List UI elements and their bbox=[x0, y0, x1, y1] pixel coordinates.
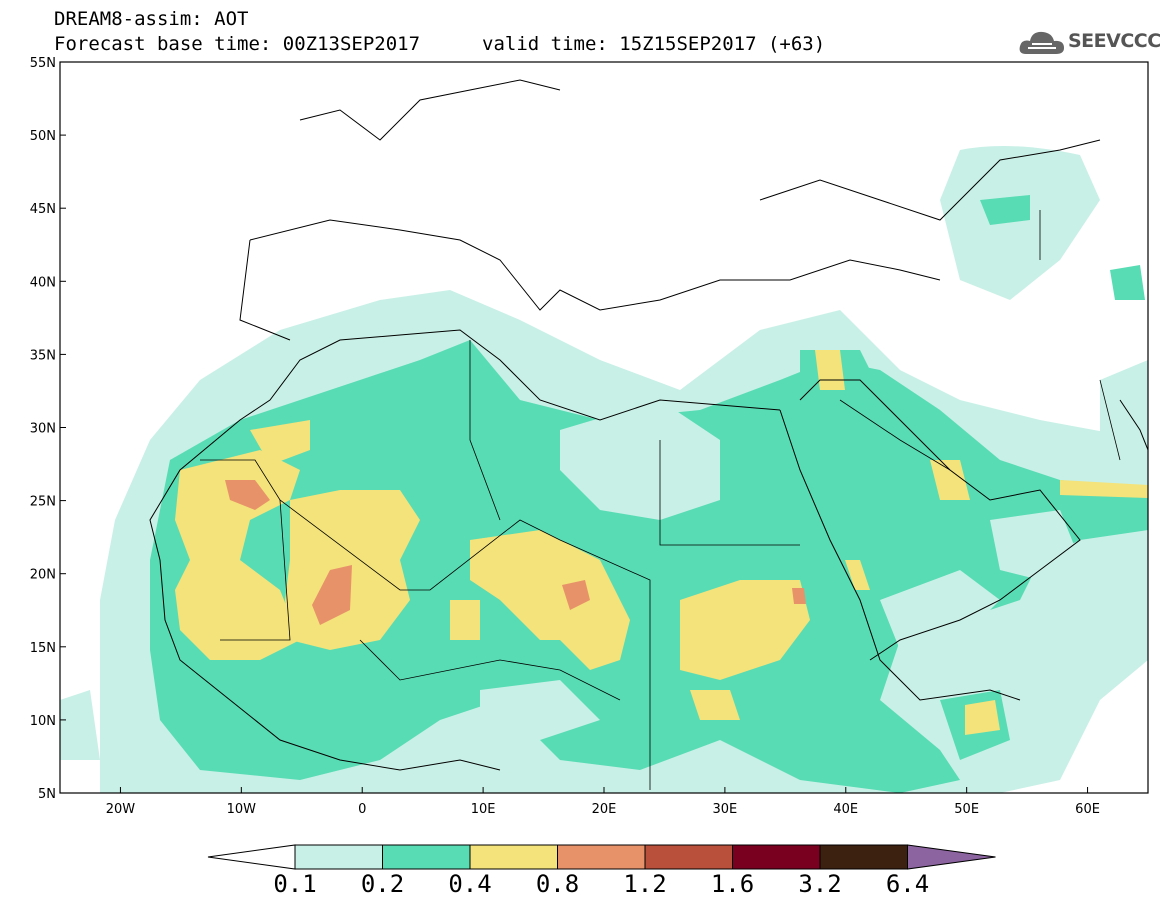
lon-tick-label: 40E bbox=[833, 802, 858, 817]
lat-tick-label: 30N bbox=[30, 422, 56, 437]
colorbar-label: 3.2 bbox=[798, 870, 841, 898]
lon-tick-label: 60E bbox=[1075, 802, 1100, 817]
lat-tick-label: 40N bbox=[30, 275, 56, 290]
lon-tick-label: 20E bbox=[592, 802, 617, 817]
lon-tick-label: 0 bbox=[358, 802, 366, 817]
aot-level-0.4-somalia bbox=[965, 700, 1000, 735]
colorbar-label: 1.2 bbox=[623, 870, 666, 898]
lon-tick-label: 20W bbox=[106, 802, 136, 817]
colorbar-label: 0.2 bbox=[361, 870, 404, 898]
lat-tick-label: 15N bbox=[30, 641, 56, 656]
lat-tick-label: 35N bbox=[30, 348, 56, 363]
lat-tick-label: 5N bbox=[38, 787, 56, 802]
aot-level-0.8-sudan bbox=[792, 588, 806, 604]
lat-tick-label: 20N bbox=[30, 568, 56, 583]
colorbar-label: 6.4 bbox=[886, 870, 929, 898]
lat-tick-label: 10N bbox=[30, 714, 56, 729]
lat-tick-label: 25N bbox=[30, 495, 56, 510]
aot-level-0.4-iraq bbox=[815, 350, 845, 390]
lat-tick-label: 50N bbox=[30, 129, 56, 144]
lat-tick-label: 55N bbox=[30, 56, 56, 71]
aot-level-0.2-iran bbox=[1110, 265, 1145, 300]
lon-tick-label: 10E bbox=[471, 802, 496, 817]
colorbar-label: 0.8 bbox=[536, 870, 579, 898]
aot-level-0.4-niger bbox=[450, 600, 480, 640]
lon-tick-label: 30E bbox=[713, 802, 738, 817]
colorbar-label: 0.4 bbox=[448, 870, 491, 898]
lon-tick-label: 50E bbox=[954, 802, 979, 817]
colorbar-label: 1.6 bbox=[711, 870, 754, 898]
colorbar-label: 0.1 bbox=[273, 870, 316, 898]
lat-tick-label: 45N bbox=[30, 202, 56, 217]
lon-tick-label: 10W bbox=[227, 802, 257, 817]
